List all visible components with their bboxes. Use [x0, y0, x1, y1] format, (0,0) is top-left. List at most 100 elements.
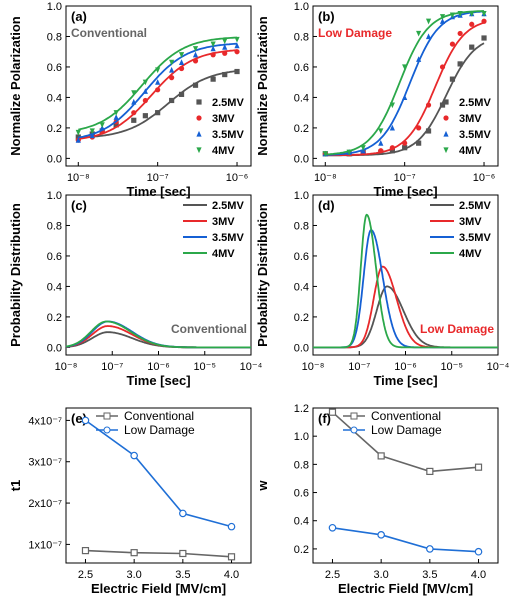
- y-axis-label: t1: [8, 480, 23, 492]
- data-point-3.5MV: [234, 42, 240, 49]
- annotation-label: Conventional: [71, 26, 147, 40]
- data-point-3.5MV: [439, 18, 446, 24]
- data-point-3.5MV: [192, 51, 199, 58]
- plot-frame: [65, 5, 252, 167]
- x-tick-label: 10⁻⁵: [440, 361, 463, 373]
- y-tick-label: 0.4: [294, 516, 309, 528]
- data-point-3MV: [425, 102, 432, 108]
- y-tick-label: 1x10⁻⁷: [28, 539, 62, 551]
- y-tick-label: 0.8: [47, 31, 62, 43]
- legend-marker: [196, 99, 202, 105]
- y-tick-label: 0.4: [47, 281, 62, 293]
- fit-line-3.5MV: [78, 42, 238, 139]
- x-tick-label: 3.0: [374, 569, 389, 581]
- x-tick-label: 10⁻⁶: [394, 361, 417, 373]
- x-axis-label: Time [sec]: [373, 184, 437, 199]
- data-point-3MV: [481, 18, 487, 24]
- data-point-3.5MV: [222, 44, 228, 50]
- data-point-4MV: [425, 18, 432, 25]
- y-tick-label: 1.0: [294, 431, 309, 443]
- data-point-4MV: [210, 41, 216, 48]
- data-point-Low Damage: [377, 531, 385, 539]
- data-point-Conventional: [81, 546, 90, 555]
- panel-label: (a): [71, 9, 87, 24]
- y-axis-label: Normalize Polarization: [255, 16, 270, 155]
- y-axis-label: Normalize Polarization: [8, 16, 23, 155]
- data-point-3.5MV: [142, 88, 148, 94]
- data-point-3MV: [192, 58, 199, 64]
- series-line-Low Damage: [85, 419, 232, 528]
- data-point-4MV: [346, 149, 352, 156]
- legend-label: 4MV: [212, 248, 235, 260]
- x-tick-label: 10⁻⁸: [55, 361, 78, 373]
- data-point-4MV: [178, 52, 185, 58]
- data-point-3.5MV: [131, 98, 137, 105]
- data-point-4MV: [222, 38, 228, 45]
- x-tick-label: 10⁻⁷: [348, 361, 370, 373]
- y-tick-label: 0.0: [47, 153, 62, 165]
- data-point-Low Damage: [426, 545, 434, 553]
- data-point-2.5MV: [131, 117, 137, 123]
- x-axis-label: Electric Field [MV/cm]: [91, 581, 226, 596]
- distribution-line-2.5MV: [313, 285, 498, 349]
- data-point-2.5MV: [416, 140, 422, 146]
- data-point-3MV: [169, 75, 175, 81]
- x-tick-label: 4.0: [471, 569, 486, 581]
- legend-label: 3.5MV: [459, 129, 491, 141]
- data-point-3MV: [439, 64, 446, 70]
- data-point-3.5MV: [155, 79, 161, 85]
- y-tick-label: 1.0: [294, 190, 309, 202]
- panel-label: (c): [71, 198, 87, 213]
- data-point-3.5MV: [402, 94, 408, 101]
- x-tick-label: 10⁻⁵: [193, 361, 216, 373]
- x-tick-label: 10⁻⁷: [101, 361, 123, 373]
- data-point-Low Damage: [227, 522, 236, 531]
- legend-label: Conventional: [371, 409, 441, 423]
- data-point-4MV: [378, 128, 384, 135]
- y-tick-label: 0.6: [47, 62, 62, 74]
- data-point-3MV: [449, 41, 456, 47]
- x-tick-label: 3.5: [422, 569, 437, 581]
- data-point-3MV: [389, 145, 395, 151]
- y-tick-label: 4x10⁻⁷: [28, 415, 62, 427]
- legend-label: Low Damage: [124, 423, 195, 437]
- data-point-3MV: [402, 140, 408, 146]
- data-point-2.5MV: [457, 61, 463, 67]
- y-tick-label: 0.4: [294, 92, 309, 104]
- data-point-3MV: [222, 50, 228, 56]
- legend-label: 3.5MV: [212, 129, 244, 141]
- x-axis-label: Time [sec]: [126, 184, 190, 199]
- legend-marker: [196, 147, 202, 154]
- data-point-2.5MV: [169, 97, 175, 104]
- data-point-2.5MV: [425, 128, 432, 134]
- distribution-line-4MV: [65, 320, 251, 349]
- series-line-Low Damage: [332, 527, 479, 553]
- data-point-Conventional: [328, 408, 337, 416]
- data-point-4MV: [169, 59, 175, 66]
- data-point-2.5MV: [113, 122, 119, 128]
- panel-label: (f): [318, 411, 331, 426]
- y-tick-label: 0.0: [294, 342, 309, 354]
- panel-label: (d): [318, 198, 335, 213]
- y-tick-label: 0.4: [47, 92, 62, 104]
- data-point-3.5MV: [389, 124, 395, 131]
- legend-marker: [103, 426, 111, 434]
- x-tick-label: 10⁻⁸: [314, 172, 337, 184]
- data-point-Low Damage: [130, 451, 138, 460]
- data-point-Low Damage: [179, 509, 187, 518]
- data-point-4MV: [481, 11, 487, 17]
- data-point-4MV: [131, 90, 137, 96]
- data-point-2.5MV: [481, 35, 487, 41]
- x-tick-label: 3.0: [127, 569, 142, 581]
- legend-marker: [350, 426, 358, 434]
- data-point-4MV: [322, 151, 328, 157]
- y-tick-label: 0.8: [294, 31, 309, 43]
- x-tick-label: 10⁻⁸: [67, 172, 90, 184]
- data-point-Conventional: [426, 467, 434, 476]
- y-tick-label: 2x10⁻⁷: [28, 498, 62, 510]
- y-tick-label: 0.0: [294, 153, 309, 165]
- data-point-2.5MV: [449, 76, 456, 82]
- data-point-2.5MV: [439, 102, 446, 108]
- legend-label: 2.5MV: [212, 97, 244, 109]
